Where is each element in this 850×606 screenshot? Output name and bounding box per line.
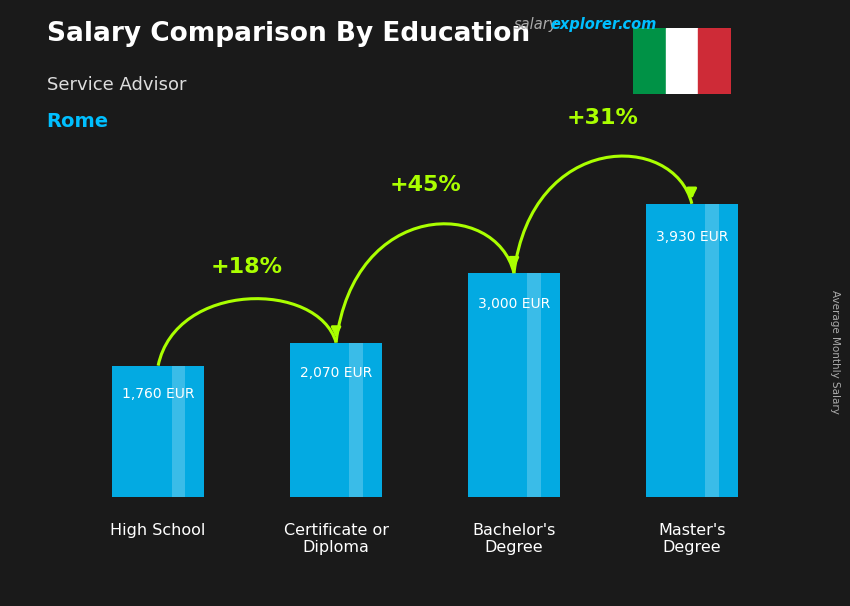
Text: Average Monthly Salary: Average Monthly Salary — [830, 290, 840, 413]
Text: .com: .com — [617, 17, 656, 32]
Text: Service Advisor: Service Advisor — [47, 76, 186, 94]
Text: 1,760 EUR: 1,760 EUR — [122, 387, 195, 401]
Bar — [666, 28, 699, 94]
Text: High School: High School — [110, 523, 206, 538]
Text: Salary Comparison By Education: Salary Comparison By Education — [47, 21, 530, 47]
Bar — [633, 28, 666, 94]
Text: 3,000 EUR: 3,000 EUR — [478, 297, 550, 311]
Text: 2,070 EUR: 2,070 EUR — [300, 367, 372, 381]
Text: salary: salary — [514, 17, 558, 32]
Text: +18%: +18% — [211, 257, 283, 277]
Bar — [706, 204, 719, 497]
Text: Bachelor's
Degree: Bachelor's Degree — [473, 523, 556, 556]
Bar — [699, 28, 731, 94]
Text: +31%: +31% — [567, 108, 639, 128]
Bar — [646, 204, 738, 497]
Text: explorer: explorer — [551, 17, 620, 32]
Bar — [527, 273, 541, 497]
Text: Certificate or
Diploma: Certificate or Diploma — [284, 523, 388, 556]
Bar — [172, 365, 185, 497]
Bar — [290, 342, 382, 497]
Text: 3,930 EUR: 3,930 EUR — [655, 230, 728, 244]
Bar — [349, 342, 363, 497]
Text: Master's
Degree: Master's Degree — [658, 523, 726, 556]
Text: +45%: +45% — [389, 175, 461, 195]
Text: Rome: Rome — [47, 112, 109, 131]
Bar — [468, 273, 560, 497]
Bar — [112, 365, 204, 497]
